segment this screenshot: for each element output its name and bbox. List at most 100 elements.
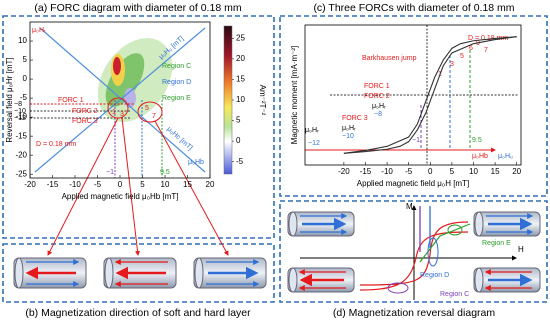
- nanowire-end: [474, 267, 484, 293]
- colorbar-tick-label: 5: [236, 116, 241, 125]
- x-tick-label: 5: [140, 180, 145, 189]
- colorbar-label: Am⁻²T⁻²: [258, 85, 267, 116]
- annotation: 9.5: [160, 169, 170, 176]
- highlight: [427, 237, 439, 267]
- x-tick-label: -10: [69, 180, 81, 189]
- annotation: −10: [14, 108, 26, 115]
- annotation: Region D: [162, 79, 191, 86]
- y-tick-label: -10: [15, 112, 27, 121]
- panel-title: (a) FORC diagram with diameter of 0.18 m…: [34, 2, 241, 14]
- annotation: FORC 3: [342, 115, 368, 122]
- annotation: Region C: [162, 63, 191, 70]
- y-axis-label: Reversal field μ₀Hr [mT]: [5, 57, 14, 142]
- annotation: Barkhausen jump: [362, 55, 417, 62]
- highlight: [387, 282, 409, 294]
- panel-title: (c) Three FORCs with diameter of 0.18 mm: [313, 2, 514, 14]
- x-tick-label: 20: [206, 180, 215, 189]
- highlight: [447, 224, 463, 236]
- colorbar-tick-label: 20: [236, 54, 245, 63]
- nanowire-end: [194, 257, 204, 289]
- x-tick-label: 0: [118, 180, 123, 189]
- forc-region: [113, 57, 121, 75]
- region-label: Region D: [420, 272, 449, 279]
- loop: [419, 223, 471, 263]
- x-tick-label: -20: [24, 180, 36, 189]
- y-tick-label: 0: [23, 74, 28, 83]
- colorbar-tick-label: 25: [236, 33, 245, 42]
- plot-frame: [304, 24, 522, 166]
- y-tick-label: 10: [18, 36, 27, 45]
- highlight: [137, 101, 163, 123]
- annotation: −1: [106, 169, 114, 176]
- y-axis-label: Magnetic moment [mA·m⁻²]: [290, 46, 299, 144]
- panel-caption: (b) Magnetization direction of soft and …: [25, 307, 251, 319]
- annotation: μ₀Hb: [188, 159, 204, 166]
- axis-label: H: [518, 245, 524, 254]
- annotation: −8: [374, 111, 382, 118]
- x-tick-label: 15: [183, 180, 192, 189]
- annotation: FORC 1: [58, 97, 84, 104]
- annotation: μ₀Hᵣ: [32, 27, 46, 34]
- x-tick-label: -5: [405, 167, 413, 176]
- annotation: Region E: [162, 95, 191, 102]
- panel-b-frame: [2, 243, 275, 303]
- annotation: 6: [469, 45, 473, 52]
- panel-caption: (d) Magnetization reversal diagram: [333, 307, 495, 319]
- annotation: μ₀Hb: [472, 153, 488, 160]
- link-arrow: [154, 120, 229, 256]
- nanowire-end: [474, 211, 484, 237]
- x-axis-label: Applied magnetic field μ₀H [mT]: [357, 179, 469, 188]
- panel-c-frame: [279, 15, 548, 197]
- x-tick-label: -15: [360, 167, 372, 176]
- curve: [343, 36, 517, 154]
- nanowire-end: [104, 257, 114, 289]
- link-arrow: [121, 117, 141, 256]
- x-tick-label: 20: [512, 167, 521, 176]
- annotation: FORC 3: [72, 118, 98, 125]
- annotation: μ₀Hᵣ: [342, 125, 356, 132]
- x-tick-label: -10: [381, 167, 393, 176]
- y-tick-label: -20: [15, 150, 27, 159]
- annotation: −10: [342, 133, 354, 140]
- colorbar-tick-label: -5: [236, 157, 244, 166]
- annotation: 7: [484, 47, 488, 54]
- panels: (a) FORC diagram with diameter of 0.18 m…: [2, 2, 548, 319]
- x-tick-label: -15: [47, 180, 59, 189]
- region-label: Region C: [440, 291, 469, 298]
- annotation: −1: [412, 137, 420, 144]
- annotation: 5: [460, 53, 464, 60]
- annotation: −12: [14, 115, 26, 122]
- x-tick-label: 0: [428, 167, 433, 176]
- colorbar-tick-label: 15: [236, 75, 245, 84]
- x-tick-label: -20: [338, 167, 350, 176]
- x-tick-label: 10: [469, 167, 478, 176]
- x-tick-label: 10: [161, 180, 170, 189]
- y-tick-label: -15: [15, 131, 27, 140]
- y-tick-label: -25: [15, 169, 27, 178]
- annotation: −8: [14, 101, 22, 108]
- x-axis-label: Applied magnetic field μ₀Hb [mT]: [62, 192, 179, 201]
- nanowire-end: [288, 267, 298, 293]
- x-tick-label: -5: [94, 180, 102, 189]
- colorbar: [223, 25, 233, 175]
- panel-a-frame: [2, 15, 275, 239]
- annotation: FORC 2: [72, 108, 98, 115]
- hc-axis: [39, 27, 206, 173]
- annotation: FORC 1: [364, 83, 390, 90]
- colorbar-tick-label: 10: [236, 95, 245, 104]
- annotation: D = 0.18 mm: [468, 35, 508, 42]
- nanowire-end: [14, 257, 24, 289]
- annotation: 1: [112, 109, 116, 116]
- annotation: μ₀Hᵣ: [305, 127, 319, 134]
- nanowire-end: [288, 211, 298, 237]
- annotation: μ₀Hᵤ: [498, 153, 513, 160]
- annotation: μ₀Hᵣ: [372, 103, 386, 110]
- curve: [343, 36, 517, 154]
- annotation: 3: [450, 61, 454, 68]
- x-tick-label: 5: [450, 167, 455, 176]
- region-label: Region E: [482, 240, 511, 247]
- axis-label: M: [406, 202, 413, 211]
- annotation: 5: [145, 105, 149, 112]
- annotation: FORC 2: [364, 93, 390, 100]
